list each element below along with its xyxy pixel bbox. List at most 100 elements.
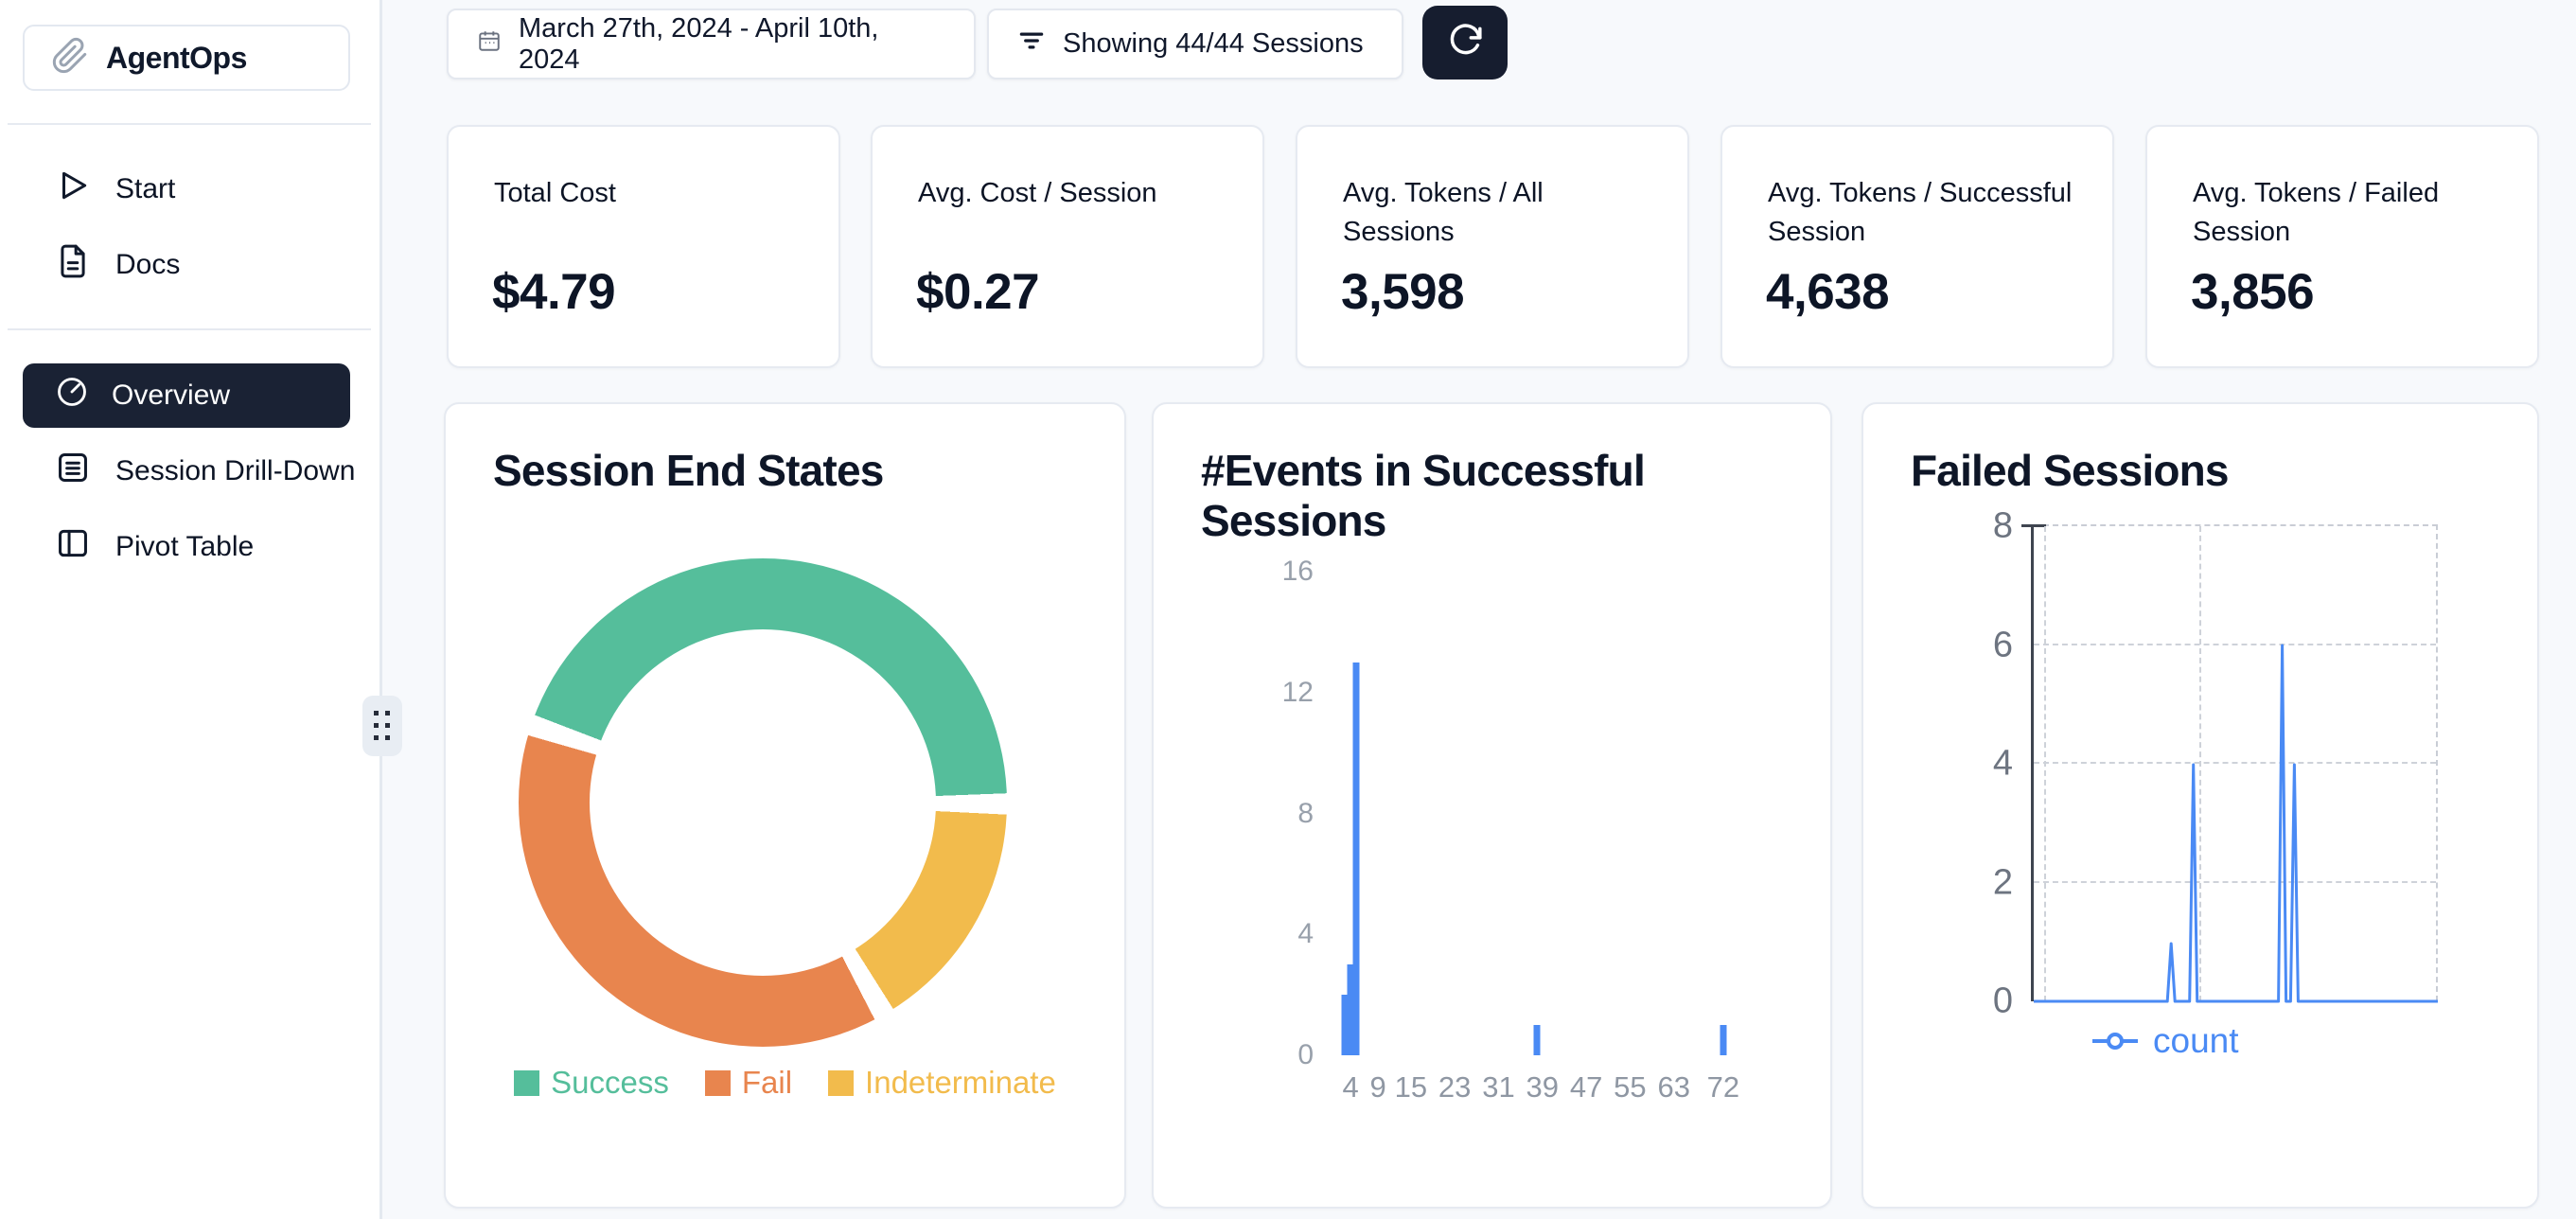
failed-sessions-card: Failed Sessions 0 2 4 6 8 count	[1861, 402, 2539, 1209]
legend-label: Success	[551, 1065, 669, 1100]
panel-left-icon	[55, 525, 91, 569]
stat-value: 3,856	[2191, 264, 2315, 320]
stat-card-avg-tokens-all: Avg. Tokens / All Sessions 3,598	[1296, 125, 1689, 368]
stat-card-avg-cost-session: Avg. Cost / Session $0.27	[871, 125, 1264, 368]
stat-label: Avg. Cost / Session	[918, 178, 1157, 208]
stat-value: $0.27	[916, 264, 1040, 320]
donut-hole	[590, 629, 936, 976]
y-tick-label: 8	[1992, 505, 2013, 546]
filter-lines-icon	[1017, 26, 1046, 62]
events-in-successful-sessions-card: #Events in Successful Sessions 0 4 8 12 16 4 9…	[1152, 402, 1832, 1209]
app-logo[interactable]: AgentOps	[23, 25, 350, 91]
sidebar-item-label: Pivot Table	[115, 531, 255, 562]
event-count-bar	[1352, 662, 1360, 1055]
app-title: AgentOps	[106, 40, 247, 75]
events-bar-plot: 0 4 8 12 16 4 9 15 23 31 39 47 55 63 72	[1282, 556, 1745, 1104]
x-tick-label: 47	[1569, 1070, 1603, 1104]
gauge-icon	[55, 375, 89, 416]
stat-value: 4,638	[1766, 264, 1890, 320]
legend-item-fail[interactable]: Fail	[704, 1065, 793, 1101]
chart-title: Session End States	[493, 446, 884, 495]
y-tick-label: 16	[1281, 556, 1314, 587]
y-tick-label: 12	[1281, 676, 1314, 708]
event-count-bar	[1341, 995, 1349, 1055]
x-tick-label: 55	[1614, 1070, 1647, 1104]
sidebar-item-label: Start	[115, 173, 176, 204]
play-icon	[55, 168, 91, 211]
legend-label: Indeterminate	[865, 1065, 1056, 1100]
x-tick-label: 9	[1369, 1070, 1386, 1104]
event-count-bar	[1533, 1025, 1541, 1055]
sidebar-resize-handle[interactable]	[362, 696, 402, 756]
y-tick-label: 4	[1992, 743, 2013, 784]
y-tick-label: 6	[1992, 625, 2013, 664]
y-axis-line	[2031, 526, 2034, 1001]
h-gridline	[2034, 880, 2436, 883]
failed-sessions-plot: 0 2 4 6 8	[1993, 506, 2438, 1021]
calendar-icon	[477, 28, 502, 61]
x-tick-label: 63	[1657, 1070, 1690, 1104]
refresh-button[interactable]	[1422, 6, 1508, 80]
y-tick-label: 0	[1297, 1039, 1314, 1070]
sidebar-item-label: Session Drill-Down	[115, 455, 356, 486]
sidebar-divider-top	[8, 123, 371, 125]
sidebar-divider-middle	[8, 328, 371, 330]
x-tick-label: 4	[1342, 1070, 1359, 1104]
stat-value: 3,598	[1341, 264, 1465, 320]
sidebar-item-docs[interactable]: Docs	[0, 227, 382, 303]
sessions-filter-button[interactable]: Showing 44/44 Sessions	[987, 9, 1403, 80]
docs-icon	[55, 243, 91, 287]
h-gridline	[2034, 762, 2436, 764]
sidebar-item-label: Overview	[112, 380, 231, 411]
y-tick-label: 4	[1297, 918, 1314, 950]
stat-label: Total Cost	[494, 178, 616, 208]
stat-label: Avg. Tokens / Successful Session	[1768, 178, 2073, 248]
v-gridline	[2044, 526, 2047, 1001]
stat-card-avg-tokens-successful: Avg. Tokens / Successful Session 4,638	[1720, 125, 2114, 368]
donut-legend: Success Fail Indeterminate	[446, 1065, 1124, 1101]
paperclip-icon	[51, 37, 89, 80]
date-range-label: March 27th, 2024 - April 10th, 2024	[519, 12, 879, 75]
fail-swatch	[704, 1069, 731, 1096]
sidebar-item-session-drill-down[interactable]: Session Drill-Down	[0, 433, 382, 509]
chart-title: Failed Sessions	[1911, 446, 2230, 495]
stat-card-total-cost: Total Cost $4.79	[447, 125, 840, 368]
indeterminate-swatch	[828, 1069, 855, 1096]
sidebar: AgentOps Start Docs Overview	[0, 0, 402, 1219]
x-tick-label: 72	[1706, 1070, 1740, 1104]
stat-value: $4.79	[492, 264, 616, 320]
sidebar-item-start[interactable]: Start	[0, 151, 382, 227]
v-gridline	[2199, 526, 2202, 1001]
line-marker-icon	[2092, 1033, 2138, 1050]
session-end-states-card: Session End States Success Fail Indeterm…	[444, 402, 1126, 1209]
stat-card-avg-tokens-failed: Avg. Tokens / Failed Session 3,856	[2145, 125, 2539, 368]
y-tick-label: 2	[1992, 862, 2013, 902]
grip-dots-icon	[374, 711, 390, 740]
legend-label: Fail	[741, 1065, 793, 1100]
chart-title: #Events in Successful Sessions	[1201, 446, 1646, 545]
date-range-picker[interactable]: March 27th, 2024 - April 10th, 2024	[447, 9, 976, 80]
sidebar-item-overview[interactable]: Overview	[23, 363, 350, 428]
y-tick-label: 8	[1297, 797, 1314, 829]
sidebar-item-label: Docs	[115, 249, 181, 280]
x-tick-label: 31	[1482, 1070, 1515, 1104]
legend-label: count	[2153, 1021, 2239, 1060]
stat-label: Avg. Tokens / All Sessions	[1343, 178, 1544, 248]
event-count-bar	[1347, 964, 1354, 1055]
document-lines-icon	[55, 450, 91, 493]
y-axis-top-tick	[2021, 524, 2046, 527]
sidebar-item-pivot-table[interactable]: Pivot Table	[0, 509, 382, 585]
legend-item-success[interactable]: Success	[514, 1065, 669, 1101]
legend-item-indeterminate[interactable]: Indeterminate	[828, 1065, 1056, 1101]
x-tick-label: 23	[1438, 1070, 1472, 1104]
y-tick-label: 0	[1992, 980, 2013, 1021]
line-legend-count[interactable]: count	[2091, 1021, 2239, 1061]
x-tick-label: 15	[1394, 1070, 1428, 1104]
h-gridline	[2034, 643, 2436, 645]
x-tick-label: 39	[1526, 1070, 1560, 1104]
refresh-icon	[1447, 23, 1483, 63]
event-count-bar	[1720, 1025, 1727, 1055]
stat-label: Avg. Tokens / Failed Session	[2193, 178, 2440, 248]
success-swatch	[514, 1069, 540, 1096]
session-end-states-donut	[519, 558, 1007, 1047]
